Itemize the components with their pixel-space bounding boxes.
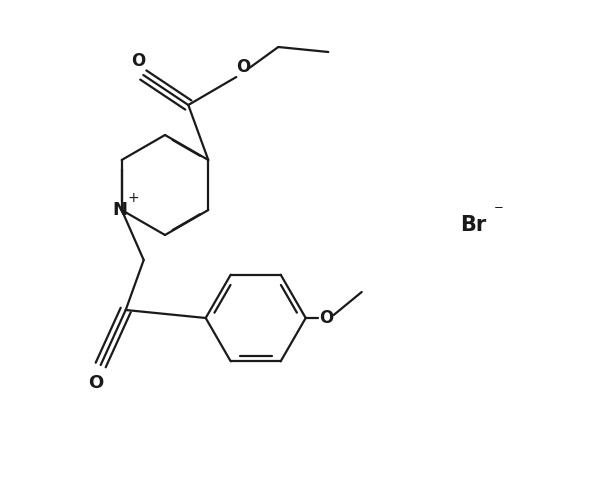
Text: +: + — [128, 191, 140, 205]
Text: $^{-}$: $^{-}$ — [493, 203, 504, 221]
Text: Br: Br — [460, 215, 486, 235]
Text: O: O — [320, 309, 334, 327]
Text: O: O — [88, 374, 103, 392]
Text: N: N — [112, 201, 127, 219]
Text: O: O — [131, 52, 145, 70]
Text: O: O — [236, 58, 251, 76]
